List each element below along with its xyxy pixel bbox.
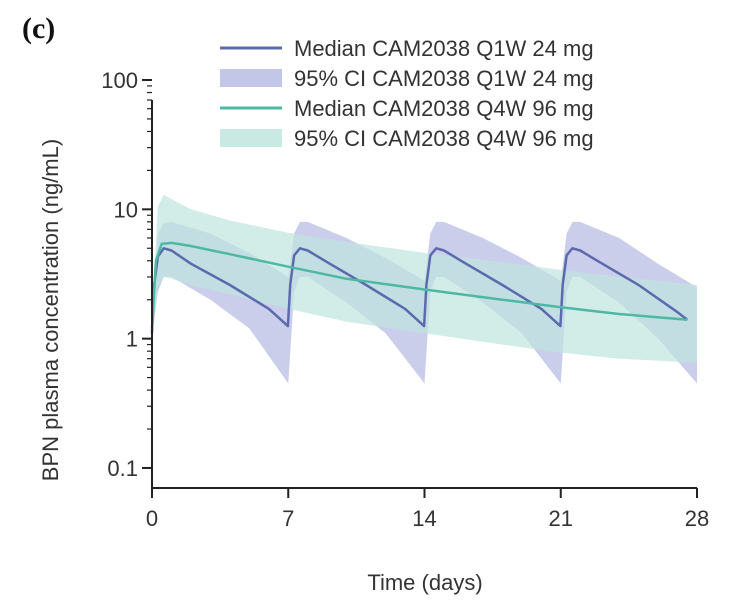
- y-tick-label: 1: [126, 327, 138, 352]
- y-tick-label: 10: [114, 197, 138, 222]
- q4w-median-line: [150, 241, 688, 329]
- legend-label: Median CAM2038 Q4W 96 mg: [294, 96, 594, 121]
- legend-label: Median CAM2038 Q1W 24 mg: [294, 36, 594, 61]
- legend-swatch-band: [220, 129, 282, 147]
- x-tick-label: 14: [412, 506, 436, 531]
- axes: 0.1 1 10 100 0 7 14 21 28: [101, 68, 709, 531]
- y-axis-title: BPN plasma concentration (ng/mL): [38, 139, 63, 481]
- q1w-median-line: [150, 247, 689, 334]
- x-tick-label: 28: [685, 506, 709, 531]
- median-lines: [150, 241, 689, 334]
- legend: Median CAM2038 Q1W 24 mg 95% CI CAM2038 Q…: [220, 36, 594, 151]
- legend-label: 95% CI CAM2038 Q1W 24 mg: [294, 66, 594, 91]
- x-tick-label: 7: [282, 506, 294, 531]
- legend-swatch-band: [220, 69, 282, 87]
- y-tick-label: 100: [101, 68, 138, 93]
- legend-label: 95% CI CAM2038 Q4W 96 mg: [294, 126, 594, 151]
- x-axis-title: Time (days): [367, 570, 482, 595]
- x-tick-label: 0: [146, 506, 158, 531]
- x-tick-label: 21: [549, 506, 573, 531]
- panel-label: (c): [22, 12, 55, 45]
- y-tick-label: 0.1: [107, 456, 138, 481]
